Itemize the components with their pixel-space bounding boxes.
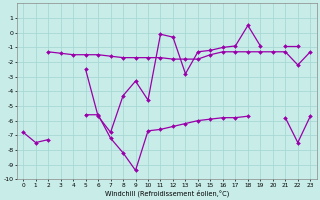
- X-axis label: Windchill (Refroidissement éolien,°C): Windchill (Refroidissement éolien,°C): [105, 189, 229, 197]
